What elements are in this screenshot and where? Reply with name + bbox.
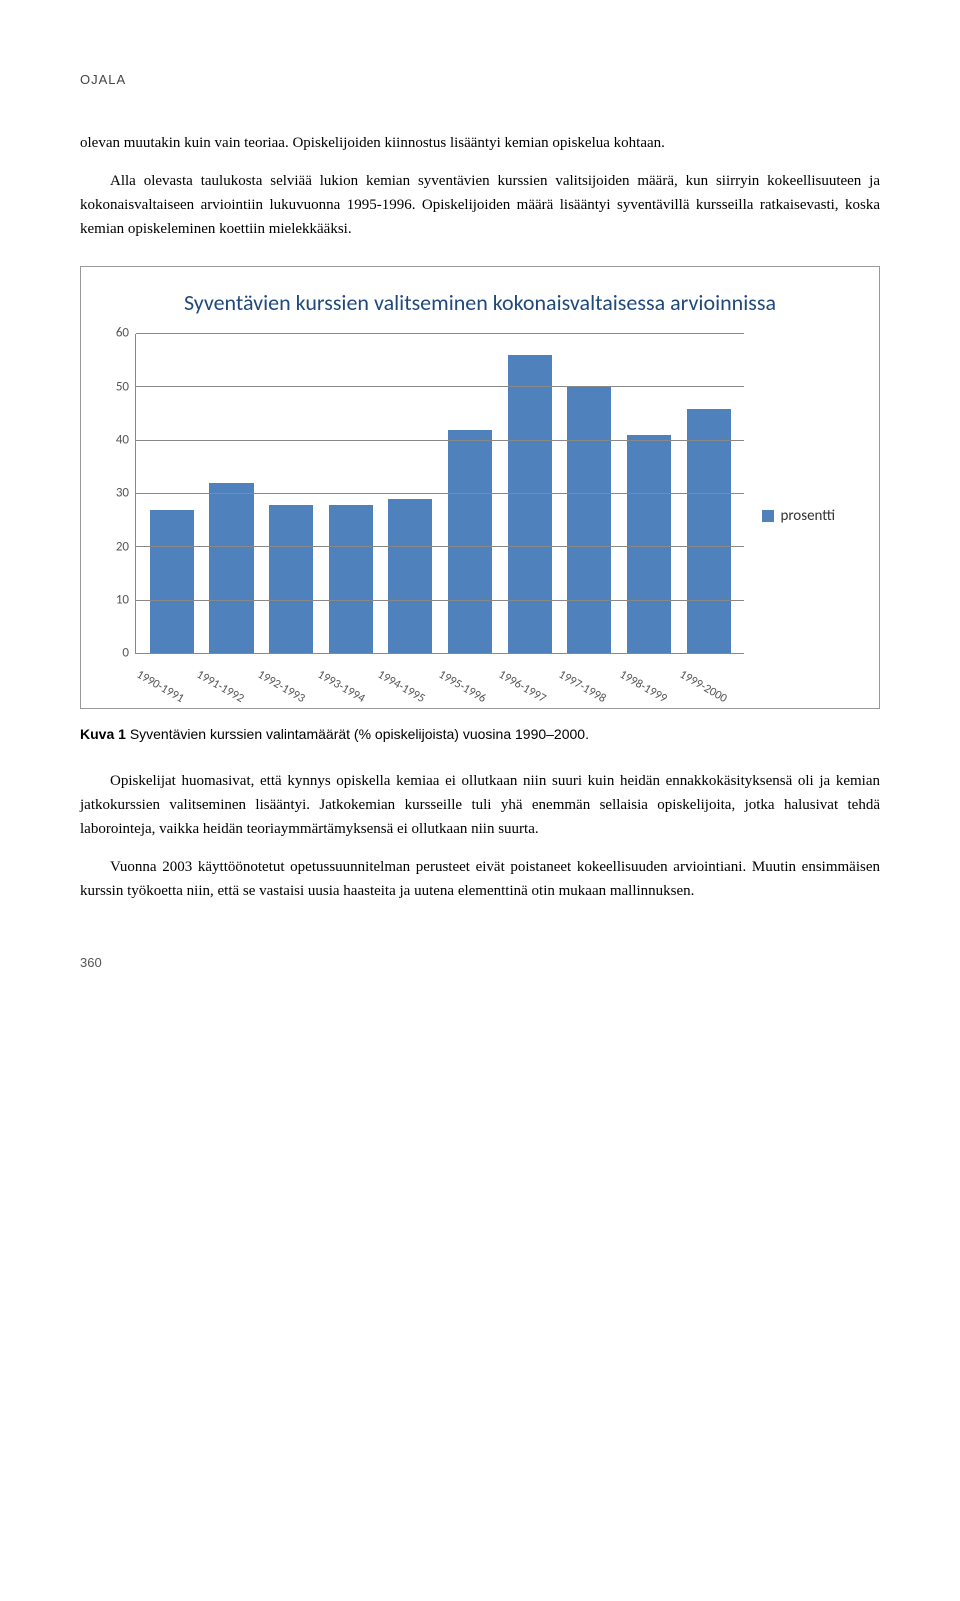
bar-slot <box>679 334 739 654</box>
chart-container: Syventävien kurssien valitseminen kokona… <box>80 266 880 709</box>
paragraph-3: Opiskelijat huomasivat, että kynnys opis… <box>80 769 880 841</box>
paragraph-4: Vuonna 2003 käyttöönotetut opetussuunnit… <box>80 855 880 903</box>
bar <box>150 510 194 654</box>
running-head-author: OJALA <box>80 70 880 91</box>
bar-slot <box>261 334 321 654</box>
figure-caption-text: Syventävien kurssien valintamäärät (% op… <box>130 726 589 742</box>
chart-area: 0102030405060 1990-19911991-19921992-199… <box>105 334 855 698</box>
bar <box>627 435 671 654</box>
gridline <box>136 600 744 601</box>
bar <box>209 483 253 654</box>
gridline <box>136 386 744 387</box>
paragraph-2: Alla olevasta taulukosta selviää lukion … <box>80 169 880 241</box>
figure-caption-label: Kuva 1 <box>80 726 126 742</box>
gridline <box>136 440 744 441</box>
bar-slot <box>500 334 560 654</box>
bar-slot <box>202 334 262 654</box>
bar <box>687 409 731 654</box>
bar-slot <box>559 334 619 654</box>
bars-group <box>136 334 744 654</box>
legend-label: prosentti <box>780 504 835 528</box>
bars-region <box>135 334 744 654</box>
gridline <box>136 653 744 654</box>
bar <box>448 430 492 654</box>
bar-slot <box>142 334 202 654</box>
y-tick: 20 <box>105 537 129 558</box>
bar <box>388 499 432 654</box>
y-tick: 30 <box>105 484 129 505</box>
y-tick: 60 <box>105 324 129 345</box>
bar <box>269 505 313 654</box>
page-number: 360 <box>80 953 880 974</box>
gridline <box>136 333 744 334</box>
y-tick: 10 <box>105 590 129 611</box>
chart-title: Syventävien kurssien valitseminen kokona… <box>105 285 855 320</box>
y-tick: 50 <box>105 377 129 398</box>
chart-plot: 0102030405060 <box>105 334 744 654</box>
bar-slot <box>321 334 381 654</box>
x-tick: 1999-2000 <box>660 662 730 723</box>
gridline <box>136 546 744 547</box>
x-axis: 1990-19911991-19921992-19931993-19941994… <box>105 654 744 698</box>
chart-legend: prosentti <box>744 334 855 698</box>
gridline <box>136 493 744 494</box>
bar-slot <box>381 334 441 654</box>
paragraph-1: olevan muutakin kuin vain teoriaa. Opisk… <box>80 131 880 155</box>
y-tick: 0 <box>105 644 129 665</box>
bar <box>508 355 552 654</box>
y-tick: 40 <box>105 430 129 451</box>
bar-slot <box>619 334 679 654</box>
figure-caption: Kuva 1 Syventävien kurssien valintamäärä… <box>80 723 880 745</box>
legend-swatch <box>762 510 774 522</box>
y-axis: 0102030405060 <box>105 334 135 654</box>
bar-slot <box>440 334 500 654</box>
bar <box>329 505 373 654</box>
bar <box>567 387 611 654</box>
